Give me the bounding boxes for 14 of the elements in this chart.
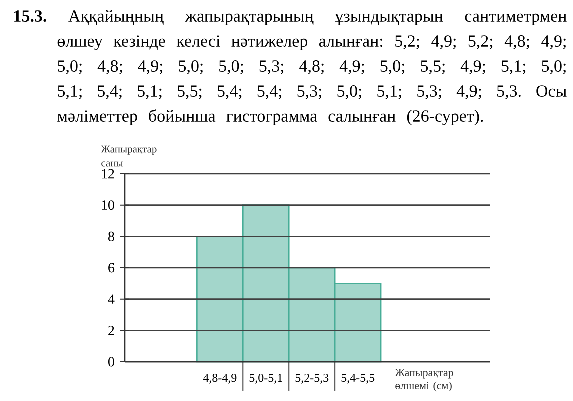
y-tick-label: 2 (108, 326, 114, 336)
y-tick-label: 0 (108, 357, 114, 367)
y-axis-title: Жапырақтар саны (101, 146, 157, 167)
x-tick-label: 5,0-5,1 (250, 374, 282, 384)
y-tick-label: 12 (102, 169, 114, 179)
y-tick-label: 4 (108, 294, 115, 304)
x-tick-label: 4,8-4,9 (203, 374, 237, 384)
chart-title: 15.3. Аққайыңның жапырақтарының ұзындықтарын сантиметрмен өлшеу кезінде келесі нәтижелер алынған: 5,2; 4,9; 5,2; 4,8; 4,9; 5,0; 4,8; 4,9; 5,0; 5,0; 5,3; 4,8; 4,9; 5,0; 5,5; 4,9; 5,1; 5,0; 5,1; 5,4; 5,1; 5,5; 5,4; 5,4; 5,3; 5,0; 5,1; 5,3; 4,9; 5,3. Осы мәліметтер бойынша гистограмма салынған (26-сурет). (14, 10, 567, 126)
y-tick-label: 6 (108, 263, 115, 273)
x-tick-label: 5,2-5,3 (296, 374, 329, 384)
x-axis-title: Жапырақтар өлшемі (см) (395, 369, 454, 392)
y-tick-label: 8 (108, 232, 114, 242)
y-tick-label: 10 (102, 200, 114, 210)
x-tick-label: 5,4-5,5 (342, 374, 375, 384)
